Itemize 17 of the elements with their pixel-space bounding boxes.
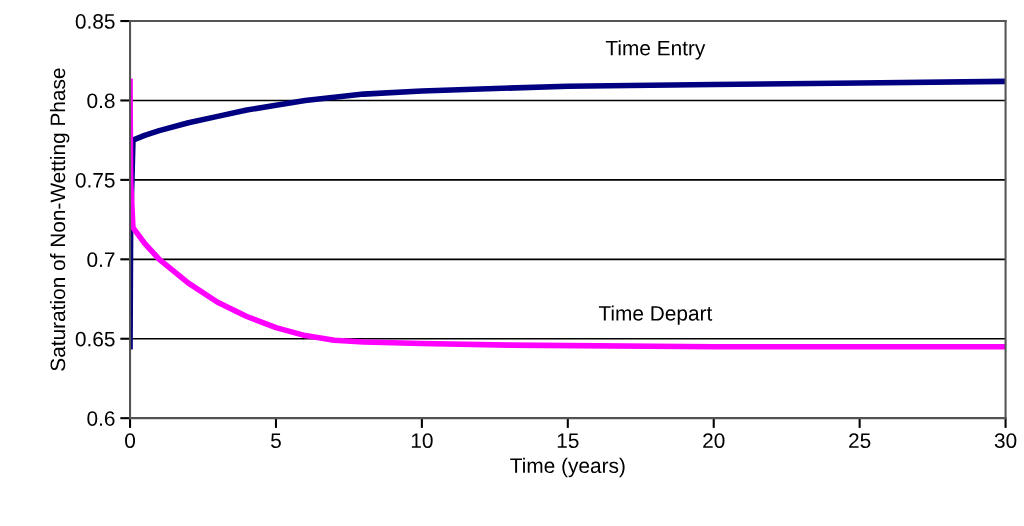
y-axis-title: Saturation of Non-Wetting Phase (49, 68, 70, 371)
y-tick-label: 0.65 (75, 331, 115, 347)
x-tick-label: 20 (703, 433, 725, 449)
series-label: Time Depart (598, 305, 713, 325)
x-axis-title: Time (years) (510, 457, 625, 478)
y-tick-label: 0.85 (75, 14, 115, 29)
x-tick-label: 5 (271, 433, 281, 449)
x-tick-label: 0 (125, 433, 136, 449)
y-tick-label: 0.75 (75, 172, 115, 188)
x-tick-label: 10 (411, 433, 433, 449)
x-tick-label: 25 (849, 433, 871, 449)
series-label: Time Entry (605, 40, 706, 60)
y-tick-label: 0.7 (87, 252, 115, 268)
x-tick-label: 15 (557, 433, 579, 449)
y-tick-label: 0.6 (87, 411, 115, 426)
y-tick-label: 0.8 (87, 93, 115, 109)
x-tick-label: 30 (994, 433, 1017, 449)
